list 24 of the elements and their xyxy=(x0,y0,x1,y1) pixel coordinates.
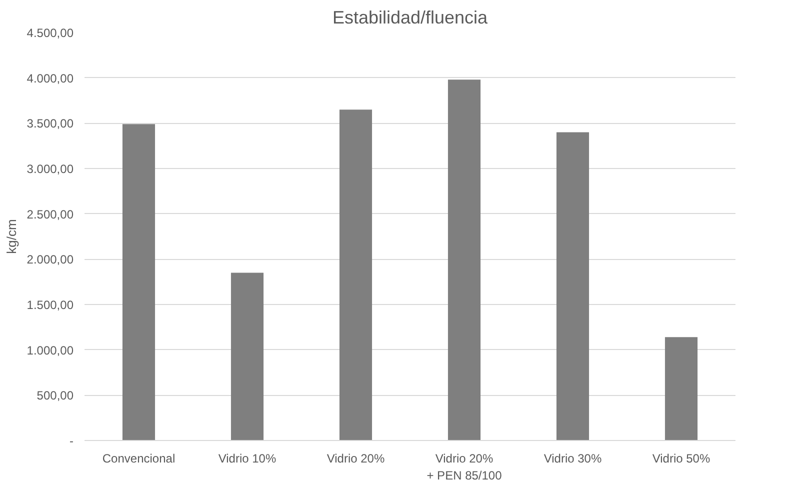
x-tick-label: Vidrio 10% xyxy=(218,452,276,466)
y-tick-label: 2.000,00 xyxy=(26,252,74,267)
bar xyxy=(664,337,698,440)
bar xyxy=(448,80,481,440)
x-tick-label: Vidrio 20% + PEN 85/100 xyxy=(426,452,502,482)
y-tick-label: 500,00 xyxy=(36,388,74,403)
y-tick-label: 4.500,00 xyxy=(26,26,74,40)
y-tick-label: 3.500,00 xyxy=(26,116,74,131)
y-tick-label: 1.500,00 xyxy=(26,298,74,312)
y-tick-label: 2.500,00 xyxy=(26,207,74,222)
y-tick-label: 1.000,00 xyxy=(26,343,74,358)
x-tick-label: Vidrio 20% xyxy=(326,452,385,466)
x-tick-label: Vidrio 30% xyxy=(544,452,602,466)
chart-title: Estabilidad/fluencia xyxy=(332,8,489,28)
bar xyxy=(122,124,156,440)
bar xyxy=(230,272,264,440)
bar xyxy=(339,110,372,440)
x-tick-label: Convencional xyxy=(102,452,176,466)
x-tick-label: Vidrio 50% xyxy=(652,452,710,466)
y-tick-label: 3.000,00 xyxy=(26,162,74,176)
bar xyxy=(556,132,590,440)
y-tick-label: 4.000,00 xyxy=(26,71,74,86)
y-tick-label: - xyxy=(70,434,74,448)
y-axis-title: kg/cm xyxy=(4,219,19,254)
